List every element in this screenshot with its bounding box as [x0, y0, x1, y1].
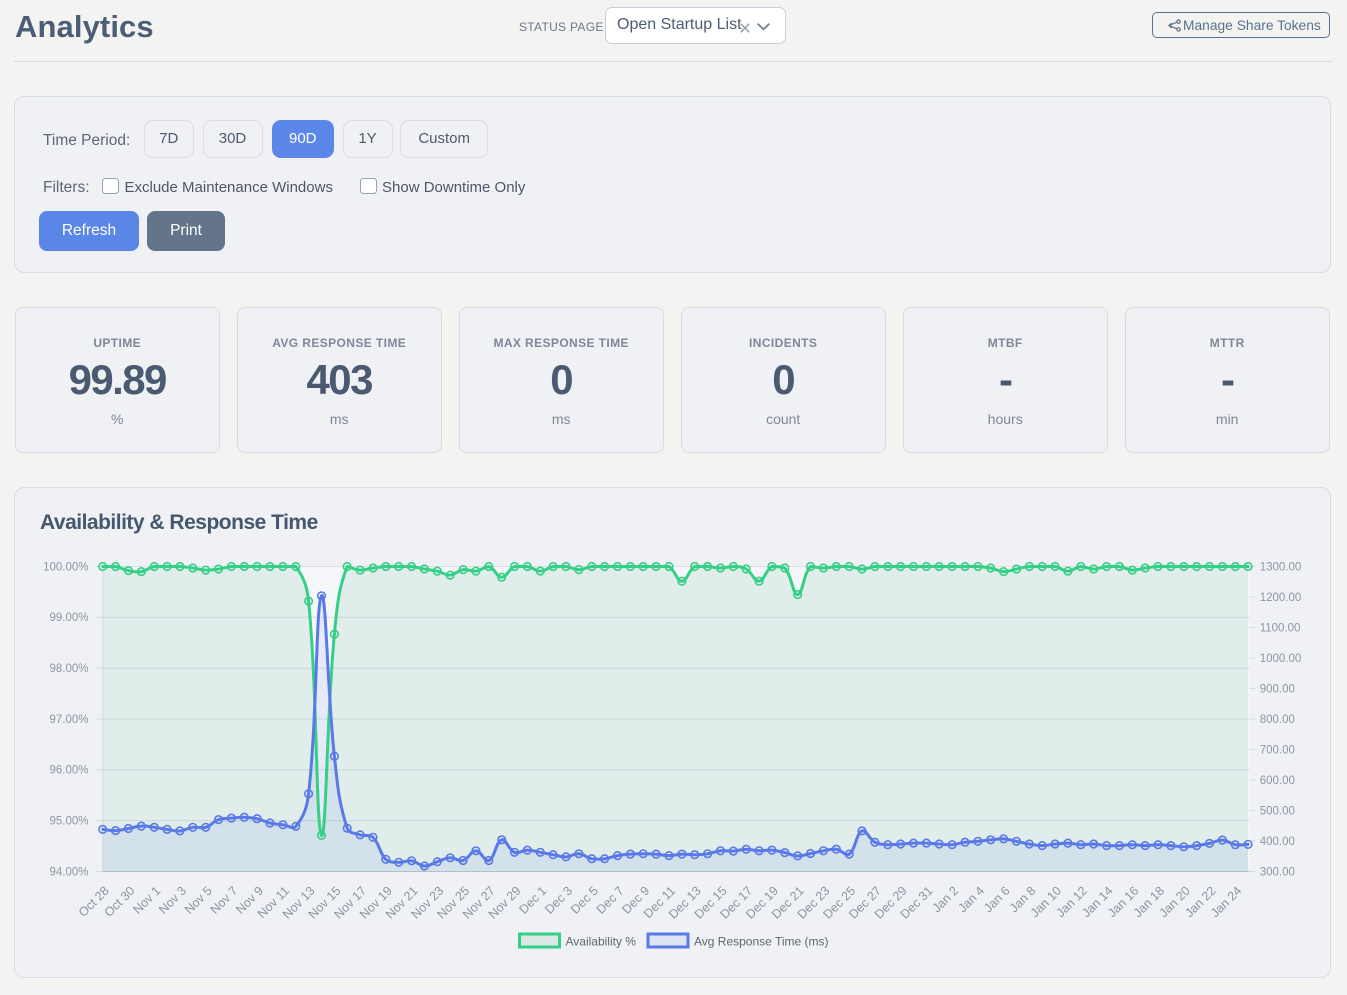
- svg-text:Dec 5: Dec 5: [568, 884, 601, 917]
- svg-text:Jan 2: Jan 2: [930, 884, 962, 916]
- svg-text:1000.00: 1000.00: [1260, 653, 1302, 665]
- svg-text:100.00%: 100.00%: [43, 561, 88, 573]
- svg-text:900.00: 900.00: [1260, 683, 1295, 695]
- svg-text:500.00: 500.00: [1260, 805, 1295, 817]
- svg-text:Nov 1: Nov 1: [130, 884, 163, 917]
- svg-text:1100.00: 1100.00: [1260, 622, 1301, 634]
- svg-text:96.00%: 96.00%: [49, 765, 88, 777]
- svg-text:Jan 6: Jan 6: [981, 884, 1013, 916]
- svg-text:Jan 4: Jan 4: [955, 884, 987, 916]
- svg-text:Avg Response Time (ms): Avg Response Time (ms): [694, 935, 829, 949]
- svg-text:Dec 1: Dec 1: [516, 884, 549, 917]
- svg-text:400.00: 400.00: [1260, 836, 1295, 848]
- svg-text:700.00: 700.00: [1260, 744, 1295, 756]
- svg-text:Nov 5: Nov 5: [182, 884, 215, 917]
- svg-text:99.00%: 99.00%: [49, 612, 88, 624]
- svg-text:Nov 7: Nov 7: [208, 884, 241, 917]
- svg-text:Dec 3: Dec 3: [542, 884, 575, 917]
- svg-text:Nov 3: Nov 3: [156, 884, 189, 917]
- svg-text:97.00%: 97.00%: [49, 714, 88, 726]
- svg-text:Dec 7: Dec 7: [594, 884, 627, 917]
- svg-text:1300.00: 1300.00: [1260, 561, 1302, 573]
- svg-text:94.00%: 94.00%: [49, 866, 88, 878]
- svg-text:300.00: 300.00: [1260, 866, 1295, 878]
- svg-text:Availability %: Availability %: [566, 935, 637, 949]
- svg-text:600.00: 600.00: [1260, 775, 1295, 787]
- svg-text:95.00%: 95.00%: [49, 816, 88, 828]
- svg-text:98.00%: 98.00%: [49, 663, 88, 675]
- svg-text:1200.00: 1200.00: [1260, 592, 1302, 604]
- svg-text:800.00: 800.00: [1260, 714, 1295, 726]
